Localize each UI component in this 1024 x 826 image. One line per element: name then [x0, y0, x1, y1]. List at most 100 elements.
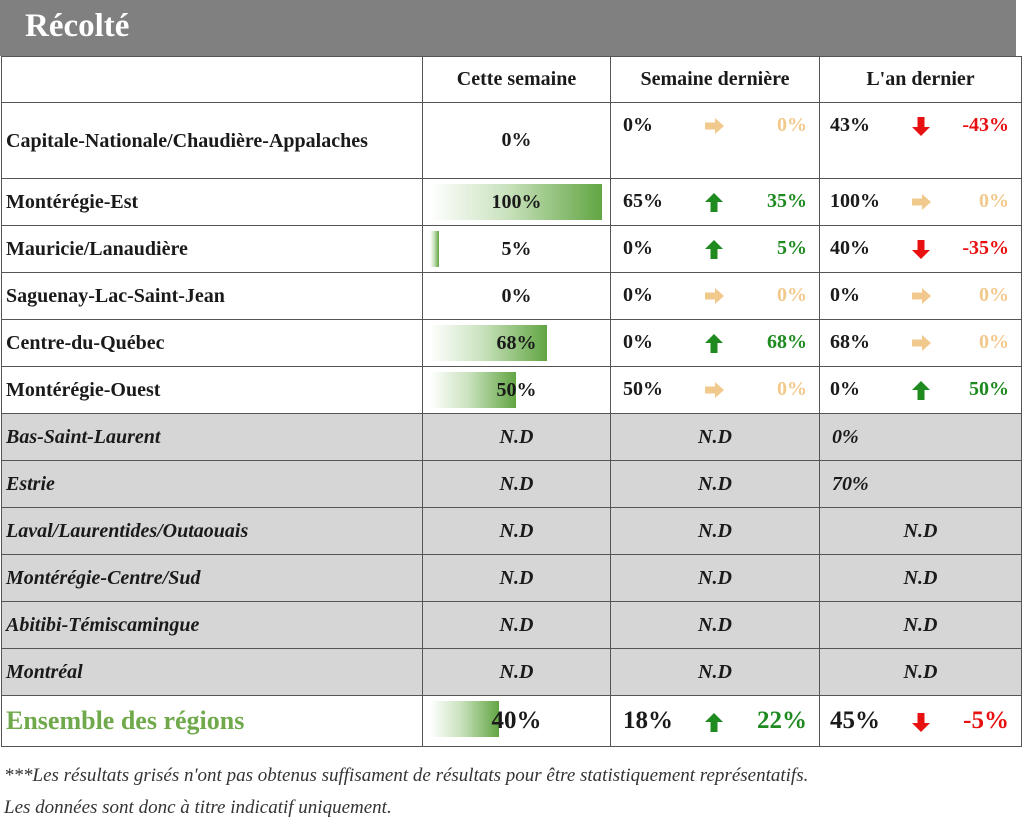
last-year-change: 50%	[969, 378, 1009, 400]
last-year-cell: 100% 0%	[819, 178, 1022, 226]
region-name: Centre-du-Québec	[1, 319, 423, 367]
last-week-change: 22%	[757, 707, 807, 734]
last-week-change: 35%	[767, 190, 807, 212]
arrow-down-icon	[910, 711, 932, 733]
last-week-value: 65%	[623, 190, 663, 212]
table-row: Mauricie/Lanaudière 5% 0% 5% 40% -35%	[1, 225, 1022, 273]
region-name: Capitale-Nationale/Chaudière-Appalaches	[1, 102, 423, 179]
last-year-value: 45%	[830, 707, 880, 734]
this-week-cell: N.D	[422, 554, 611, 602]
arrow-up-icon	[910, 379, 932, 401]
last-week-change: 5%	[777, 237, 807, 259]
last-week-value: 0%	[623, 331, 653, 353]
arrow-down-icon	[910, 238, 932, 260]
footnote: ***Les résultats grisés n'ont pas obtenu…	[4, 760, 1020, 824]
this-week-cell: 50%	[422, 366, 611, 414]
last-year-cell: N.D	[819, 601, 1022, 649]
last-week-value: 0%	[623, 237, 653, 259]
this-week-cell: 68%	[422, 319, 611, 367]
last-year-change: 0%	[979, 284, 1009, 306]
last-year-value: 43%	[830, 114, 870, 136]
last-year-cell: 0%	[819, 413, 1022, 461]
table-row-greyed: Estrie N.D N.D 70%	[1, 460, 1022, 508]
last-year-cell: 0% 0%	[819, 272, 1022, 320]
progress-bar	[430, 231, 439, 267]
last-week-value: 0%	[623, 114, 653, 136]
progress-bar	[430, 701, 499, 737]
last-year-value: 100%	[830, 190, 880, 212]
table-row-greyed: Laval/Laurentides/Outaouais N.D N.D N.D	[1, 507, 1022, 555]
page-title: Récolté	[25, 8, 130, 44]
footnote-line-2: Les données sont donc à titre indicatif …	[4, 797, 392, 818]
last-year-value: 40%	[830, 237, 870, 259]
this-week-value: 50%	[496, 378, 537, 401]
harvest-table: Cette semaine Semaine dernière L'an dern…	[1, 56, 1022, 747]
last-year-cell: 0% 50%	[819, 366, 1022, 414]
last-year-cell: 70%	[819, 460, 1022, 508]
table-row: Capitale-Nationale/Chaudière-Appalaches 0…	[1, 102, 1022, 179]
this-week-cell: 0%	[422, 272, 611, 320]
last-week-cell: N.D	[610, 601, 820, 649]
last-year-value: 0%	[830, 284, 860, 306]
last-week-cell: N.D	[610, 554, 820, 602]
last-year-cell: 68% 0%	[819, 319, 1022, 367]
arrow-up-icon	[703, 711, 725, 733]
region-name: Montérégie-Est	[1, 178, 423, 226]
region-name: Ensemble des régions	[1, 695, 423, 747]
last-week-cell: N.D	[610, 648, 820, 696]
last-week-cell: 0% 68%	[610, 319, 820, 367]
last-year-value: 68%	[830, 331, 870, 353]
last-week-cell: N.D	[610, 460, 820, 508]
last-week-change: 0%	[777, 284, 807, 306]
region-name: Laval/Laurentides/Outaouais	[1, 507, 423, 555]
last-week-cell: N.D	[610, 413, 820, 461]
this-week-cell: N.D	[422, 648, 611, 696]
this-week-cell: 100%	[422, 178, 611, 226]
last-week-cell: 0% 5%	[610, 225, 820, 273]
header-last-week: Semaine dernière	[610, 56, 820, 103]
last-week-cell: N.D	[610, 507, 820, 555]
table-row-greyed: Montréal N.D N.D N.D	[1, 648, 1022, 696]
this-week-value: 0%	[501, 284, 532, 307]
region-name: Mauricie/Lanaudière	[1, 225, 423, 273]
arrow-right-icon	[910, 332, 932, 354]
arrow-up-icon	[703, 238, 725, 260]
this-week-cell: 0%	[422, 102, 611, 179]
region-name: Montérégie-Ouest	[1, 366, 423, 414]
last-week-value: 18%	[623, 707, 673, 734]
this-week-cell: 40%	[422, 695, 611, 747]
this-week-value: 68%	[496, 331, 537, 354]
last-year-change: -5%	[963, 707, 1009, 734]
arrow-down-icon	[910, 115, 932, 137]
last-week-cell: 65% 35%	[610, 178, 820, 226]
last-week-cell: 50% 0%	[610, 366, 820, 414]
header-row: Cette semaine Semaine dernière L'an dern…	[1, 56, 1022, 103]
last-year-cell: N.D	[819, 507, 1022, 555]
region-name: Montréal	[1, 648, 423, 696]
arrow-right-icon	[910, 191, 932, 213]
footnote-line-1: ***Les résultats grisés n'ont pas obtenu…	[4, 765, 809, 786]
last-week-cell: 0% 0%	[610, 272, 820, 320]
table-row: Saguenay-Lac-Saint-Jean 0% 0% 0% 0% 0%	[1, 272, 1022, 320]
table-row: Montérégie-Ouest 50% 50% 0% 0% 50%	[1, 366, 1022, 414]
last-year-change: 0%	[979, 190, 1009, 212]
this-week-value: 100%	[491, 190, 542, 213]
this-week-cell: 5%	[422, 225, 611, 273]
arrow-right-icon	[910, 285, 932, 307]
last-year-cell: 43% -43%	[819, 102, 1022, 179]
last-year-cell: 40% -35%	[819, 225, 1022, 273]
region-name: Montérégie-Centre/Sud	[1, 554, 423, 602]
table-row-greyed: Bas-Saint-Laurent N.D N.D 0%	[1, 413, 1022, 461]
last-year-cell: N.D	[819, 554, 1022, 602]
arrow-up-icon	[703, 191, 725, 213]
this-week-cell: N.D	[422, 507, 611, 555]
this-week-value: 40%	[491, 707, 542, 734]
arrow-right-icon	[703, 379, 725, 401]
region-name: Saguenay-Lac-Saint-Jean	[1, 272, 423, 320]
progress-bar	[430, 372, 516, 408]
table-row-greyed: Montérégie-Centre/Sud N.D N.D N.D	[1, 554, 1022, 602]
last-week-cell: 0% 0%	[610, 102, 820, 179]
last-week-change: 0%	[777, 114, 807, 136]
this-week-value: 0%	[501, 129, 532, 151]
progress-bar	[430, 325, 547, 361]
